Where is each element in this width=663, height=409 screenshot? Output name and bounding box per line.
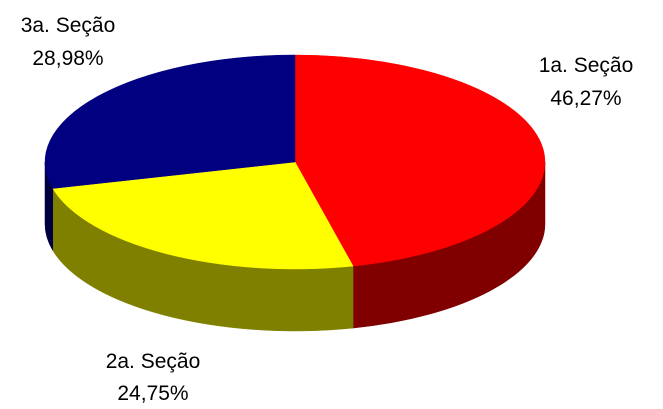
slice-label-1-name: 1a. Seção: [539, 54, 634, 77]
slice-label-3-name: 3a. Seção: [21, 14, 116, 37]
pie-tops: [45, 55, 545, 269]
slice-label-1-value: 46,27%: [550, 87, 621, 110]
slice-label-2-value: 24,75%: [117, 382, 188, 405]
slice-label-2-name: 2a. Seção: [106, 350, 201, 373]
slice-label-3-value: 28,98%: [32, 47, 103, 70]
